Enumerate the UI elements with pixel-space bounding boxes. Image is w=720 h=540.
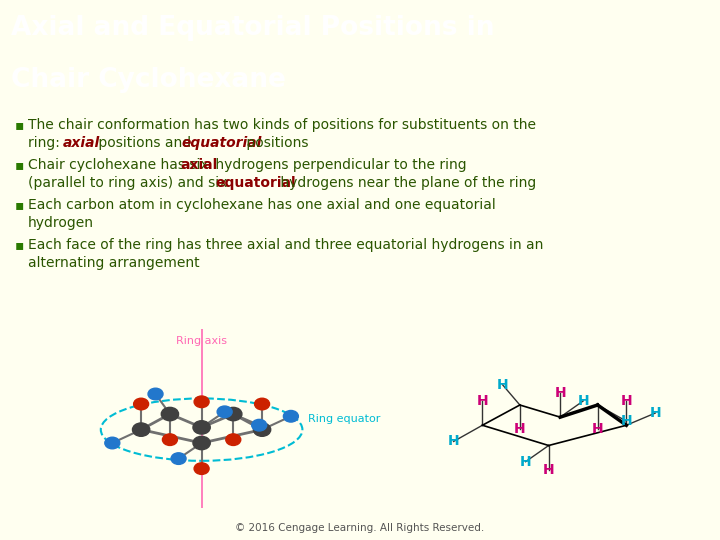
Text: ▪: ▪ [15, 118, 24, 132]
Circle shape [226, 434, 240, 445]
Text: positions and: positions and [94, 136, 195, 150]
Text: hydrogen: hydrogen [28, 215, 94, 230]
Circle shape [252, 420, 266, 431]
Circle shape [194, 463, 209, 475]
Text: Axial and Equatorial Positions in: Axial and Equatorial Positions in [11, 15, 495, 40]
Circle shape [134, 398, 148, 410]
Circle shape [161, 407, 179, 421]
Text: H: H [448, 435, 459, 448]
Text: Ring axis: Ring axis [176, 336, 227, 346]
Circle shape [193, 421, 210, 434]
Text: H: H [649, 406, 661, 420]
Text: H: H [477, 394, 488, 408]
Text: axial: axial [180, 158, 217, 172]
Circle shape [132, 423, 150, 436]
Circle shape [105, 437, 120, 449]
Text: H: H [621, 414, 632, 428]
Text: H: H [497, 378, 508, 392]
Text: © 2016 Cengage Learning. All Rights Reserved.: © 2016 Cengage Learning. All Rights Rese… [235, 523, 485, 533]
Text: H: H [520, 455, 531, 469]
Text: equatorial: equatorial [215, 176, 296, 190]
Text: positions: positions [243, 136, 309, 150]
Text: H: H [543, 463, 554, 477]
Text: Ring equator: Ring equator [308, 414, 381, 423]
Text: ▪: ▪ [15, 238, 24, 252]
Text: ▪: ▪ [15, 158, 24, 172]
Circle shape [171, 453, 186, 464]
Circle shape [148, 388, 163, 400]
Text: (parallel to ring axis) and six: (parallel to ring axis) and six [28, 176, 232, 190]
Circle shape [194, 396, 209, 408]
Text: Each carbon atom in cyclohexane has one axial and one equatorial: Each carbon atom in cyclohexane has one … [28, 198, 496, 212]
Text: hydrogens near the plane of the ring: hydrogens near the plane of the ring [276, 176, 536, 190]
Text: equatorial: equatorial [181, 136, 262, 150]
Text: The chair conformation has two kinds of positions for substituents on the: The chair conformation has two kinds of … [28, 118, 536, 132]
Text: Each face of the ring has three axial and three equatorial hydrogens in an: Each face of the ring has three axial an… [28, 238, 544, 252]
Circle shape [225, 407, 242, 421]
Circle shape [253, 423, 271, 436]
Text: ▪: ▪ [15, 198, 24, 212]
Text: H: H [592, 422, 603, 436]
Text: axial: axial [63, 136, 100, 150]
Circle shape [217, 406, 232, 417]
Text: hydrogens perpendicular to the ring: hydrogens perpendicular to the ring [210, 158, 467, 172]
Circle shape [284, 410, 298, 422]
Text: H: H [514, 422, 526, 436]
Text: Chair cyclohexane has six: Chair cyclohexane has six [28, 158, 213, 172]
Circle shape [163, 434, 177, 445]
Text: Chair Cyclohexane: Chair Cyclohexane [11, 67, 286, 93]
Text: H: H [577, 394, 589, 408]
Text: ring:: ring: [28, 136, 64, 150]
Text: H: H [554, 386, 566, 400]
Circle shape [255, 398, 269, 410]
Text: H: H [621, 394, 632, 408]
Circle shape [193, 436, 210, 450]
Text: alternating arrangement: alternating arrangement [28, 256, 199, 269]
